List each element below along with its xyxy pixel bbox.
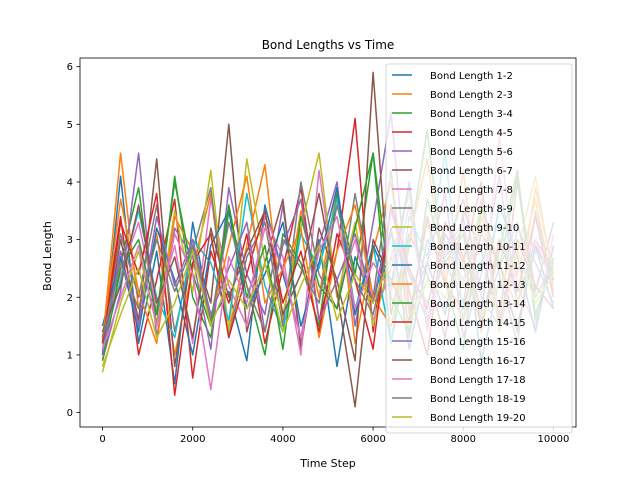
- legend-entry-label: Bond Length 3-4: [430, 109, 513, 120]
- y-tick-label: 1: [67, 350, 73, 361]
- legend-entry-label: Bond Length 12-13: [430, 280, 526, 291]
- y-tick-label: 4: [67, 177, 73, 188]
- legend-entry-label: Bond Length 5-6: [430, 147, 513, 158]
- chart-title: Bond Lengths vs Time: [262, 38, 395, 52]
- legend-entry-label: Bond Length 19-20: [430, 413, 526, 424]
- legend-entry-label: Bond Length 2-3: [430, 90, 513, 101]
- legend-entry-label: Bond Length 15-16: [430, 337, 526, 348]
- legend-entry-label: Bond Length 13-14: [430, 299, 526, 310]
- legend-entry-label: Bond Length 18-19: [430, 394, 526, 405]
- legend-entry-label: Bond Length 10-11: [430, 242, 526, 253]
- x-tick-label: 6000: [360, 434, 385, 445]
- legend-box: [385, 63, 573, 434]
- y-tick-label: 3: [67, 235, 73, 246]
- legend: Bond Length 1-2 Bond Length 2-3 Bond Lengt…: [385, 63, 573, 434]
- legend-entry-label: Bond Length 8-9: [430, 204, 513, 215]
- legend-entry-label: Bond Length 4-5: [430, 128, 513, 139]
- y-tick-label: 6: [67, 62, 73, 73]
- x-tick-label: 0: [99, 434, 105, 445]
- axes: 0 2000 4000 6000 8000 10000 0 1 2 3 4 5 6: [67, 57, 577, 445]
- legend-entry-label: Bond Length 14-15: [430, 318, 526, 329]
- legend-entry-label: Bond Length 6-7: [430, 166, 513, 177]
- legend-entry-label: Bond Length 9-10: [430, 223, 519, 234]
- y-tick-label: 2: [67, 293, 73, 304]
- y-axis-label: Bond Length: [41, 221, 54, 291]
- legend-entry-label: Bond Length 11-12: [430, 261, 526, 272]
- x-tick-label: 2000: [180, 434, 205, 445]
- legend-entry-label: Bond Length 17-18: [430, 375, 526, 386]
- x-tick-label: 10000: [538, 434, 570, 445]
- y-tick-label: 5: [67, 120, 73, 131]
- legend-entry-label: Bond Length 7-8: [430, 185, 513, 196]
- plot-frame: [79, 57, 577, 428]
- legend-entry-label: Bond Length 1-2: [430, 71, 513, 82]
- legend-entry-label: Bond Length 16-17: [430, 356, 526, 367]
- x-axis-label: Time Step: [299, 457, 355, 470]
- x-tick-label: 4000: [270, 434, 295, 445]
- y-tick-label: 0: [67, 408, 73, 419]
- x-tick-label: 8000: [451, 434, 476, 445]
